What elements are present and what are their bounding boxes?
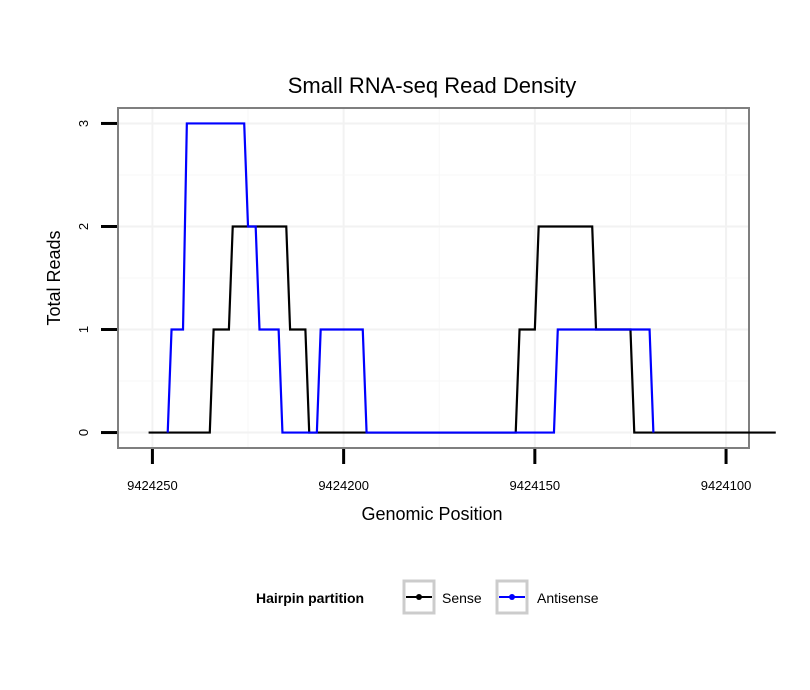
axis-ticks: 9424250 9424200 9424150 9424100 0 1 2 3 — [76, 120, 751, 493]
y-tick-label: 0 — [76, 429, 91, 436]
series-line-antisense — [166, 122, 655, 434]
grid — [118, 108, 749, 448]
chart-title: Small RNA-seq Read Density — [288, 73, 577, 98]
x-tick-label: 9424100 — [701, 478, 752, 493]
legend-title: Hairpin partition — [256, 590, 364, 606]
legend-dot-antisense — [509, 594, 515, 600]
legend-dot-sense — [416, 594, 422, 600]
legend: Hairpin partition Sense Antisense — [256, 579, 599, 615]
x-axis-title: Genomic Position — [361, 504, 502, 524]
x-tick-label: 9424150 — [510, 478, 561, 493]
y-axis-title: Total Reads — [44, 230, 64, 325]
legend-label-antisense: Antisense — [537, 590, 599, 606]
y-tick-label: 1 — [76, 326, 91, 333]
x-tick-label: 9424250 — [127, 478, 178, 493]
plot-panel — [117, 107, 750, 449]
legend-label-sense: Sense — [442, 590, 482, 606]
x-tick-label: 9424200 — [318, 478, 369, 493]
y-tick-label: 2 — [76, 223, 91, 230]
series-layer — [148, 122, 776, 434]
y-tick-label: 3 — [76, 120, 91, 127]
